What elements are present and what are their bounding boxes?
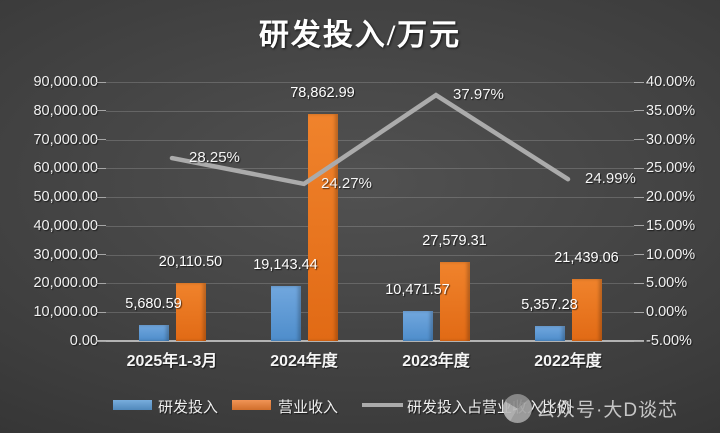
grid-line: [106, 82, 634, 83]
ratio-value-label: 24.99%: [585, 170, 636, 188]
grid-line: [106, 110, 634, 112]
x-axis-label: 2025年1-3月: [126, 353, 218, 370]
bar-value-label-rd-investment: 10,471.57: [385, 281, 450, 298]
y-axis-tick: [96, 225, 106, 227]
bar-value-label-rd-investment: 19,143.44: [253, 256, 318, 273]
bar-rd-investment-2024年度: [270, 285, 301, 341]
grid-line: [106, 312, 634, 314]
y2-axis-tick: [634, 282, 644, 284]
legend-label-operating-revenue: 营业收入: [278, 399, 339, 416]
y2-axis-label: 0.00%: [646, 304, 688, 321]
y2-axis-tick: [634, 81, 644, 83]
grid-line: [106, 225, 634, 227]
y-axis-label: 10,000.00: [33, 304, 98, 321]
x-axis-line: [96, 340, 644, 342]
ratio-line-layer: [169, 92, 571, 187]
bar-rd-investment-2023年度: [402, 310, 433, 341]
y2-axis-label: 5.00%: [646, 275, 688, 292]
bar-operating-revenue-2024年度: [307, 114, 338, 341]
bar-value-label-operating-revenue: 21,439.06: [554, 250, 619, 267]
y2-axis-label: 35.00%: [646, 102, 696, 119]
x-axis-label: 2024年度: [270, 353, 338, 370]
y2-axis-tick: [634, 340, 644, 342]
y-axis-tick: [96, 282, 106, 284]
x-axis-label: 2023年度: [402, 353, 470, 370]
bar-value-label-operating-revenue: 20,110.50: [158, 254, 223, 271]
y-axis-label: 20,000.00: [33, 275, 98, 292]
bar-operating-revenue-2022年度: [571, 279, 602, 341]
x-axis-label: 2022年度: [534, 353, 602, 370]
chart-title: 研发投入/万元: [258, 19, 462, 52]
grid-line: [106, 254, 634, 256]
y-axis-label: 70,000.00: [33, 131, 98, 148]
y2-axis-label: -5.00%: [646, 333, 692, 349]
grid-line: [106, 168, 634, 170]
y2-axis-tick: [634, 196, 644, 198]
y2-axis-tick: [634, 139, 644, 141]
y-axis-label: 50,000.00: [33, 189, 98, 206]
legend-label-rd-investment: 研发投入: [158, 399, 219, 416]
y-axis-tick: [96, 110, 106, 112]
watermark-text: 公众号·大D谈芯: [536, 399, 679, 421]
ratio-value-label: 37.97%: [453, 86, 504, 104]
y-axis-tick: [96, 311, 106, 313]
y2-axis-tick: [634, 110, 644, 112]
y2-axis-label: 30.00%: [646, 131, 696, 148]
y2-axis-tick: [634, 225, 644, 227]
y2-axis-label: 40.00%: [646, 74, 696, 90]
bar-value-label-rd-investment: 5,357.28: [521, 296, 578, 313]
grid-line: [106, 197, 634, 199]
y-axis-tick: [96, 139, 106, 141]
y-axis-label: 80,000.00: [33, 102, 98, 119]
y2-axis-label: 10.00%: [646, 246, 696, 263]
y-axis-tick: [96, 81, 106, 83]
bar-rd-investment-2022年度: [534, 325, 565, 341]
ratio-value-label: 28.25%: [189, 149, 240, 167]
y-axis-label: 90,000.00: [33, 74, 98, 90]
legend-swatch-rd-to-revenue-ratio: [362, 403, 403, 407]
legend-swatch-operating-revenue: [232, 400, 271, 410]
y2-axis-tick: [634, 254, 644, 256]
y-axis-label: 60,000.00: [33, 160, 98, 177]
y2-axis-tick: [634, 311, 644, 313]
y-axis-label: 0.00: [69, 333, 98, 349]
legend-swatch-rd-investment: [113, 400, 152, 410]
y-axis-tick: [96, 254, 106, 256]
bar-operating-revenue-2025年1-3月: [175, 283, 206, 341]
bar-value-label-operating-revenue: 27,579.31: [422, 232, 487, 249]
ratio-line: [169, 92, 571, 187]
y2-axis-label: 25.00%: [646, 160, 696, 177]
y-axis-label: 40,000.00: [33, 217, 98, 234]
ratio-value-label: 24.27%: [321, 174, 372, 192]
bar-value-label-operating-revenue: 78,862.99: [290, 85, 355, 102]
watermark: 公众号·大D谈芯: [503, 393, 678, 423]
bar-value-label-rd-investment: 5,680.59: [125, 295, 182, 312]
bar-operating-revenue-2023年度: [439, 261, 470, 341]
y2-axis-tick: [634, 167, 644, 169]
y2-axis-label: 20.00%: [646, 189, 696, 206]
y-axis-tick: [96, 196, 106, 198]
y2-axis-label: 15.00%: [646, 217, 696, 234]
grid-line: [106, 283, 634, 285]
y-axis-tick: [96, 167, 106, 169]
y-axis-label: 30,000.00: [33, 246, 98, 263]
wechat-logo-icon: [503, 393, 532, 423]
y-axis-tick: [96, 340, 106, 342]
bar-rd-investment-2025年1-3月: [138, 324, 169, 341]
plot-area: 5,680.59 20,110.50 19,143.44 78,862.99 10,47…: [96, 81, 644, 342]
